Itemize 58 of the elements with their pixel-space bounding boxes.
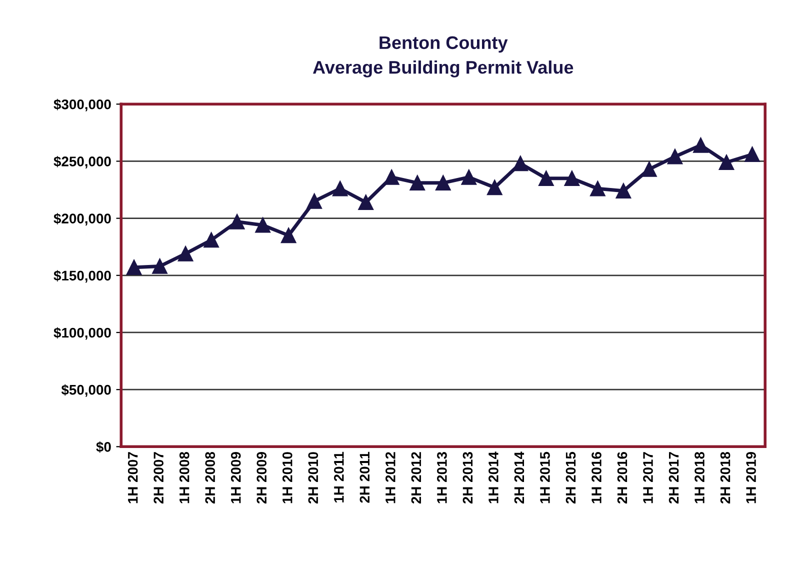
- point: [718, 154, 734, 170]
- x-tick-label: 2H 2014: [514, 452, 524, 504]
- y-tick-label: $200,000: [54, 213, 111, 226]
- x-tick-label: 1H 2014: [488, 452, 498, 504]
- point: [332, 180, 348, 196]
- point: [538, 170, 554, 186]
- x-tick-label: 2H 2016: [617, 452, 628, 504]
- point: [384, 170, 400, 185]
- y-tick-label: $300,000: [54, 98, 111, 112]
- chart-title: Benton County Average Building Permit Value: [312, 36, 574, 78]
- y-tick-label: $100,000: [54, 327, 111, 340]
- point: [435, 175, 451, 191]
- x-tick-label: 1H 2008: [179, 452, 190, 504]
- point: [487, 180, 502, 196]
- point: [667, 149, 683, 164]
- point: [204, 232, 219, 248]
- y-tick-label: $0: [96, 441, 111, 453]
- x-tick-label: 2H 2017: [668, 452, 679, 504]
- point: [512, 156, 528, 172]
- point: [642, 162, 657, 177]
- x-tick-label: 1H 2015: [540, 452, 550, 504]
- x-tick-label: 1H 2019: [746, 452, 756, 504]
- x-tick-label: 2H 2007: [154, 452, 164, 504]
- y-tick-label: $50,000: [61, 384, 111, 397]
- x-tick-label: 1H 2012: [386, 452, 396, 504]
- x-tick-label: 1H 2016: [592, 452, 602, 504]
- point: [693, 138, 708, 153]
- x-tick-label: 2H 2008: [205, 452, 216, 504]
- point: [564, 170, 580, 186]
- x-tick-label: 1H 2007: [128, 452, 138, 504]
- point: [255, 218, 270, 233]
- x-tick-label: 2H 2018: [720, 452, 730, 504]
- point: [306, 194, 322, 209]
- y-tick-label: $250,000: [54, 156, 111, 168]
- point: [616, 183, 632, 199]
- x-tick-label: 2H 2011: [360, 452, 370, 503]
- point: [178, 246, 194, 262]
- x-tick-label: 1H 2018: [694, 452, 704, 504]
- point: [126, 260, 142, 276]
- point: [461, 170, 477, 185]
- x-tick-label: 2H 2015: [566, 452, 576, 504]
- x-tick-label: 2H 2012: [411, 452, 422, 504]
- x-tick-label: 1H 2011: [334, 452, 344, 502]
- x-tick-label: 2H 2013: [462, 452, 473, 504]
- x-tick-label: 2H 2010: [308, 452, 318, 504]
- x-tick-label: 1H 2009: [230, 452, 241, 504]
- x-tick-label: 1H 2017: [643, 452, 653, 504]
- point: [590, 180, 606, 196]
- point: [744, 146, 760, 162]
- x-tick-label: 1H 2010: [282, 452, 292, 504]
- point: [152, 258, 168, 274]
- point: [410, 175, 426, 191]
- point: [358, 194, 374, 210]
- point: [229, 214, 245, 230]
- y-tick-label: $150,000: [54, 270, 111, 283]
- x-tick-label: 2H 2009: [256, 452, 267, 504]
- x-tick-label: 1H 2013: [437, 452, 447, 504]
- point: [280, 228, 296, 244]
